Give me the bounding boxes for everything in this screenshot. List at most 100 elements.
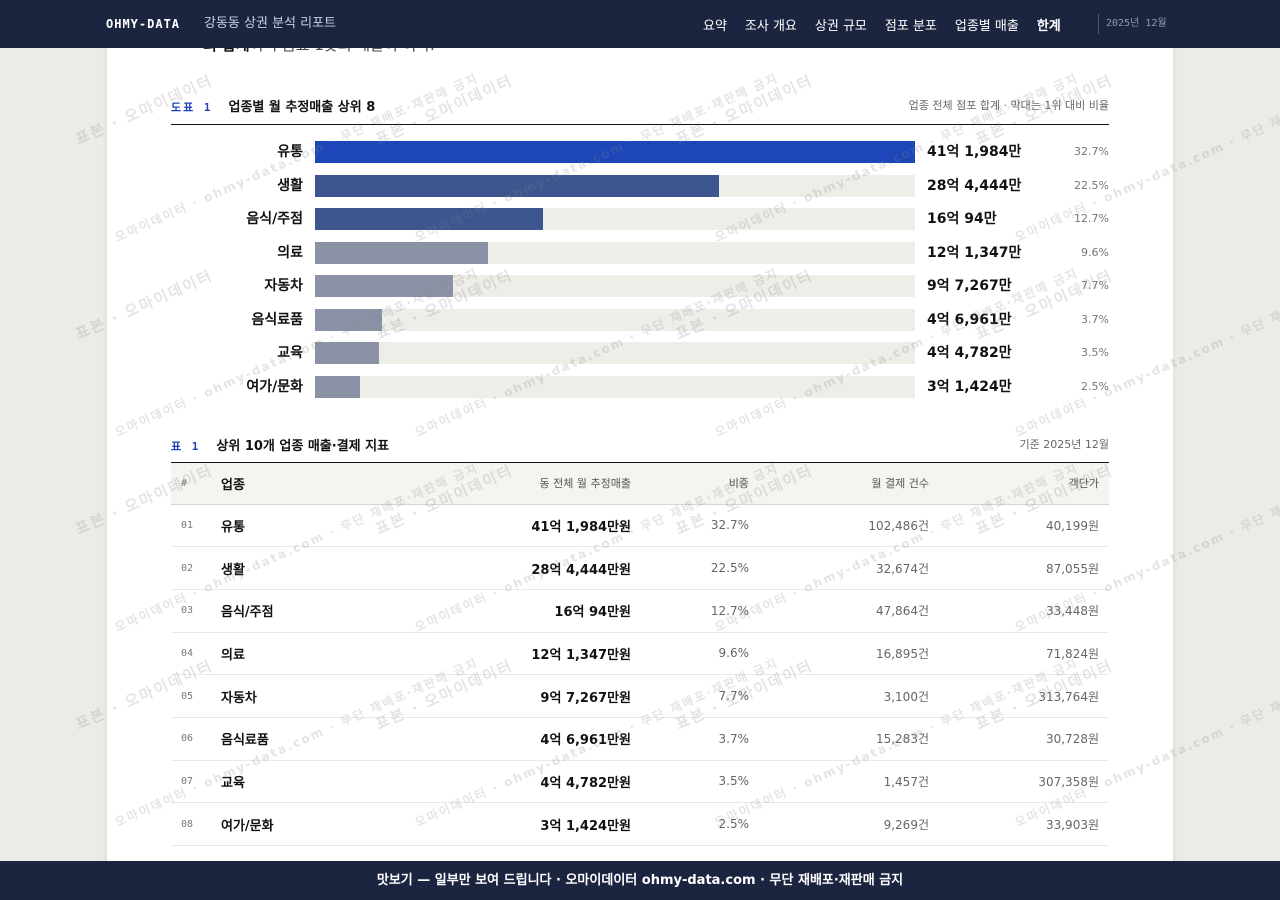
bar[interactable] (315, 141, 915, 163)
nav-summary[interactable]: 요약 (703, 18, 727, 34)
bar-value-label: 4억 6,961만 (927, 311, 1012, 328)
bar[interactable] (315, 208, 543, 230)
table-note: 기준 2025년 12월 (1019, 438, 1109, 451)
cell-rank: 04 (171, 632, 221, 676)
nav-limitations[interactable]: 한계 (1036, 18, 1061, 34)
brand-logo[interactable]: OHMY-DATA (106, 17, 181, 31)
cell-rank: 02 (171, 546, 221, 590)
bar[interactable] (315, 275, 454, 297)
table-row[interactable]: 06 음식료품 4억 6,961만원 3.7% 15,283건 30,728원 (171, 717, 1109, 761)
bar-track (315, 174, 915, 197)
nav-market-size[interactable]: 상권 규모 (814, 18, 867, 34)
bar-share-label: 32.7% (1074, 145, 1109, 158)
bar-track (315, 342, 915, 364)
cell-share: 3.7% (631, 717, 749, 761)
bar-label: 음식료품 (251, 311, 303, 328)
section-nav: 요약 조사 개요 상권 규모 점포 분포 업종별 매출 한계 (703, 0, 1079, 48)
cell-share: 32.7% (631, 504, 749, 548)
cell-share: 22.5% (631, 546, 749, 590)
bar[interactable] (315, 174, 720, 197)
bar-track (315, 208, 915, 230)
bar-track (315, 241, 915, 264)
cell-avg-spend: 30,728원 (929, 717, 1109, 761)
bar-row: 생활 28억 4,444만 22.5% (171, 174, 1109, 197)
table-title: 상위 10개 업종 매출·결제 지표 (216, 439, 390, 454)
bar-row: 교육 4억 4,782만 3.5% (171, 342, 1109, 364)
col-header-revenue[interactable]: 동 전체 월 추정매출 (371, 463, 631, 505)
cell-avg-spend: 87,055원 (929, 546, 1109, 590)
cell-avg-spend: 33,448원 (929, 589, 1109, 633)
bar-label: 음식/주점 (246, 211, 303, 227)
cell-share: 12.7% (631, 589, 749, 633)
cell-share: 7.7% (631, 674, 749, 718)
bar-value-label: 16억 94만 (927, 211, 997, 227)
figure-number: 도표 1 (171, 101, 213, 114)
col-header-no[interactable]: # (171, 463, 221, 505)
figure-note: 업종 전체 점포 합계 · 막대는 1위 대비 비율 (908, 99, 1109, 112)
table-row[interactable]: 08 여가/문화 3억 1,424만원 2.5% 9,269건 33,903원 (171, 802, 1109, 846)
bar-label: 유통 (277, 144, 303, 160)
top-navigation-bar: OHMY-DATA 강동동 상권 분석 리포트 요약 조사 개요 상권 규모 점… (0, 0, 1280, 48)
cell-revenue: 3억 1,424만원 (371, 802, 631, 846)
cell-avg-spend: 71,824원 (929, 632, 1109, 676)
cell-transactions: 15,283건 (749, 717, 929, 761)
cell-revenue: 4억 6,961만원 (371, 717, 631, 761)
bar-value-label: 12억 1,347만 (927, 244, 1022, 261)
cell-share: 3.5% (631, 760, 749, 804)
cell-rank: 05 (171, 674, 221, 718)
cell-revenue: 41억 1,984만원 (371, 504, 631, 548)
nav-survey-overview[interactable]: 조사 개요 (744, 18, 797, 34)
cell-rank: 07 (171, 760, 221, 804)
bar[interactable] (315, 375, 360, 398)
bar-value-label: 4억 4,782만 (927, 345, 1012, 361)
cell-transactions: 3,100건 (749, 674, 929, 718)
sales-bar-chart: 유통 41억 1,984만 32.7% 생활 28억 4,444만 22.5% 음식/주점 1… (171, 141, 1109, 401)
bar-value-label: 3억 1,424만 (927, 378, 1012, 395)
table-row[interactable]: 04 의료 12억 1,347만원 9.6% 16,895건 71,824원 (171, 632, 1109, 676)
bar-track (315, 141, 915, 163)
bar-label: 생활 (277, 177, 303, 194)
report-date: 2025년 12월 (1098, 14, 1167, 34)
bar-label: 자동차 (264, 278, 303, 294)
table-row[interactable]: 01 유통 41억 1,984만원 32.7% 102,486건 40,199원 (171, 504, 1109, 548)
col-header-share[interactable]: 비중 (631, 463, 749, 505)
bar-row: 음식/주점 16억 94만 12.7% (171, 208, 1109, 230)
table-row[interactable]: 05 자동차 9억 7,267만원 7.7% 3,100건 313,764원 (171, 674, 1109, 718)
bar-row: 음식료품 4억 6,961만 3.7% (171, 308, 1109, 331)
bar-label: 의료 (277, 244, 303, 261)
table-row[interactable]: 03 음식/주점 16억 94만원 12.7% 47,864건 33,448원 (171, 589, 1109, 633)
bar[interactable] (315, 342, 379, 364)
bar[interactable] (315, 241, 488, 264)
cell-transactions: 32,674건 (749, 546, 929, 590)
cell-transactions: 16,895건 (749, 632, 929, 676)
cell-industry: 자동차 (221, 674, 371, 718)
col-header-transactions[interactable]: 월 결제 건수 (749, 463, 929, 505)
table-rule (171, 462, 1109, 463)
figure-caption: 도표 1 업종별 월 추정매출 상위 8 (171, 96, 375, 115)
cell-transactions: 47,864건 (749, 589, 929, 633)
nav-store-distribution[interactable]: 점포 분포 (884, 18, 937, 34)
cell-industry: 생활 (221, 546, 371, 590)
cell-share: 2.5% (631, 802, 749, 846)
cell-industry: 음식료품 (221, 717, 371, 761)
bar-row: 유통 41억 1,984만 32.7% (171, 141, 1109, 163)
nav-sales-by-industry[interactable]: 업종별 매출 (954, 18, 1019, 34)
bar-share-label: 12.7% (1074, 212, 1109, 225)
table-header-row: # 업종 동 전체 월 추정매출 비중 월 결제 건수 객단가 (171, 463, 1109, 505)
bar[interactable] (315, 308, 382, 331)
col-header-industry[interactable]: 업종 (221, 463, 371, 505)
cell-rank: 06 (171, 717, 221, 761)
cell-share: 9.6% (631, 632, 749, 676)
cell-revenue: 12억 1,347만원 (371, 632, 631, 676)
cell-transactions: 102,486건 (749, 504, 929, 548)
cell-revenue: 28억 4,444만원 (371, 546, 631, 590)
cell-industry: 교육 (221, 760, 371, 804)
bar-share-label: 22.5% (1074, 178, 1109, 192)
bar-value-label: 41억 1,984만 (927, 144, 1022, 160)
bar-share-label: 2.5% (1081, 379, 1109, 393)
table-row[interactable]: 07 교육 4억 4,782만원 3.5% 1,457건 307,358원 (171, 760, 1109, 804)
table-caption: 표 1 상위 10개 업종 매출·결제 지표 (171, 435, 389, 454)
bar-label: 여가/문화 (246, 378, 303, 395)
table-row[interactable]: 02 생활 28억 4,444만원 22.5% 32,674건 87,055원 (171, 546, 1109, 590)
col-header-avg-spend[interactable]: 객단가 (929, 463, 1109, 505)
